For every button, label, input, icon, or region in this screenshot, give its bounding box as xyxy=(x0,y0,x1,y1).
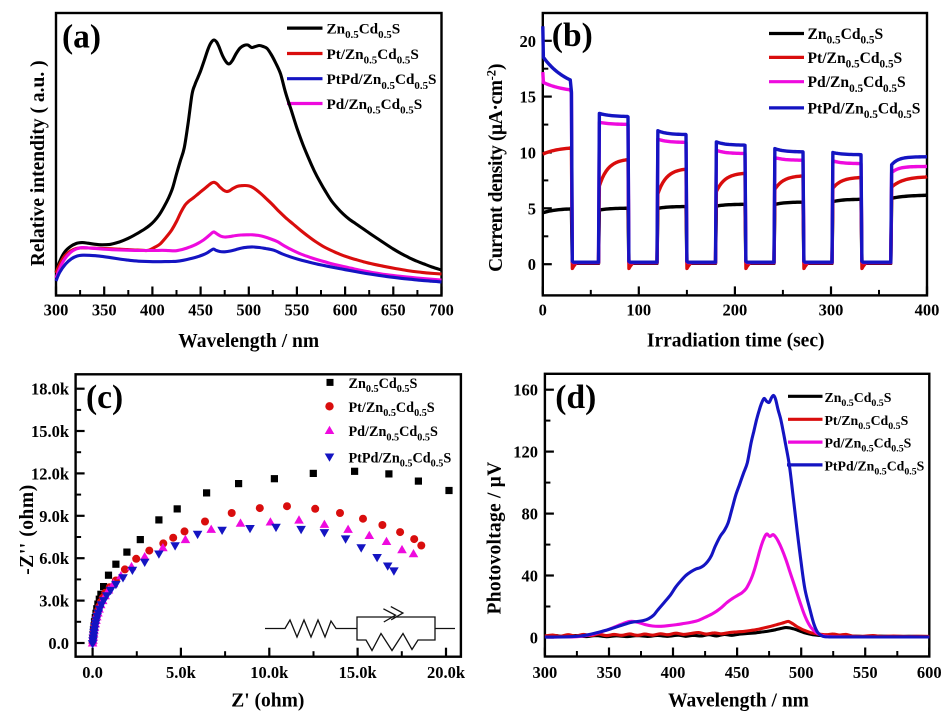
svg-text:PtPd/Zn0.5Cd0.5S: PtPd/Zn0.5Cd0.5S xyxy=(349,450,452,469)
svg-text:500: 500 xyxy=(236,301,261,320)
svg-text:5.0k: 5.0k xyxy=(166,663,197,682)
svg-text:120: 120 xyxy=(513,443,538,462)
svg-text:Photovoltage / μV: Photovoltage / μV xyxy=(485,462,506,615)
svg-text:0: 0 xyxy=(530,629,538,648)
svg-text:-Z'' (ohm): -Z'' (ohm) xyxy=(17,484,38,575)
svg-text:(c): (c) xyxy=(86,379,123,416)
svg-text:Wavelength / nm: Wavelength / nm xyxy=(668,691,809,712)
svg-text:Pd/Zn0.5Cd0.5S: Pd/Zn0.5Cd0.5S xyxy=(825,436,912,455)
svg-text:Pd/Zn0.5Cd0.5S: Pd/Zn0.5Cd0.5S xyxy=(349,424,438,443)
svg-text:(d): (d) xyxy=(555,379,596,416)
svg-text:300: 300 xyxy=(533,663,558,682)
svg-text:(a): (a) xyxy=(62,19,101,56)
svg-text:600: 600 xyxy=(333,301,358,320)
svg-text:Pt/Zn0.5Cd0.5S: Pt/Zn0.5Cd0.5S xyxy=(808,50,903,71)
svg-text:Z' (ohm): Z' (ohm) xyxy=(231,691,304,712)
svg-text:Relative intendity ( a.u. ): Relative intendity ( a.u. ) xyxy=(28,60,49,266)
svg-text:500: 500 xyxy=(789,663,814,682)
svg-text:350: 350 xyxy=(92,301,117,320)
svg-text:Current density (μA·cm-2): Current density (μA·cm-2) xyxy=(485,64,508,272)
svg-text:18.0k: 18.0k xyxy=(31,380,70,399)
svg-text:9.0k: 9.0k xyxy=(39,507,70,526)
svg-text:Pt/Zn0.5Cd0.5S: Pt/Zn0.5Cd0.5S xyxy=(327,46,419,67)
svg-text:700: 700 xyxy=(429,301,454,320)
svg-text:0: 0 xyxy=(528,255,536,274)
svg-text:15: 15 xyxy=(520,88,537,107)
svg-text:Pd/Zn0.5Cd0.5S: Pd/Zn0.5Cd0.5S xyxy=(327,96,423,117)
svg-text:6.0k: 6.0k xyxy=(39,549,70,568)
svg-text:300: 300 xyxy=(44,301,69,320)
svg-text:Wavelength / nm: Wavelength / nm xyxy=(178,331,319,352)
svg-text:200: 200 xyxy=(723,301,748,320)
svg-text:160: 160 xyxy=(513,381,538,400)
svg-text:12.0k: 12.0k xyxy=(31,464,70,483)
svg-text:400: 400 xyxy=(915,301,940,320)
svg-text:40: 40 xyxy=(522,567,539,586)
svg-text:Pt/Zn0.5Cd0.5S: Pt/Zn0.5Cd0.5S xyxy=(349,400,435,419)
svg-text:20: 20 xyxy=(520,32,537,51)
svg-text:0: 0 xyxy=(539,301,547,320)
svg-text:450: 450 xyxy=(188,301,213,320)
svg-text:400: 400 xyxy=(140,301,165,320)
svg-text:450: 450 xyxy=(725,663,750,682)
svg-text:300: 300 xyxy=(819,301,844,320)
svg-text:15.0k: 15.0k xyxy=(339,663,378,682)
svg-text:10.0k: 10.0k xyxy=(250,663,289,682)
svg-text:(b): (b) xyxy=(552,17,593,54)
svg-text:5: 5 xyxy=(528,199,536,218)
svg-text:Pd/Zn0.5Cd0.5S: Pd/Zn0.5Cd0.5S xyxy=(808,74,907,95)
svg-text:650: 650 xyxy=(381,301,406,320)
svg-text:3.0k: 3.0k xyxy=(39,592,70,611)
svg-text:PtPd/Zn0.5Cd0.5S: PtPd/Zn0.5Cd0.5S xyxy=(808,100,921,121)
svg-text:15.0k: 15.0k xyxy=(31,422,70,441)
svg-text:350: 350 xyxy=(597,663,622,682)
svg-text:PtPd/Zn0.5Cd0.5S: PtPd/Zn0.5Cd0.5S xyxy=(327,71,437,92)
svg-text:Pt/Zn0.5Cd0.5S: Pt/Zn0.5Cd0.5S xyxy=(825,413,909,432)
svg-text:0.0: 0.0 xyxy=(82,663,103,682)
svg-text:PtPd/Zn0.5Cd0.5S: PtPd/Zn0.5Cd0.5S xyxy=(825,458,925,477)
svg-text:400: 400 xyxy=(661,663,686,682)
svg-text:10: 10 xyxy=(520,144,537,163)
svg-text:100: 100 xyxy=(626,301,651,320)
svg-text:550: 550 xyxy=(285,301,310,320)
svg-text:0.0: 0.0 xyxy=(48,634,69,653)
svg-text:600: 600 xyxy=(917,663,942,682)
svg-text:550: 550 xyxy=(853,663,878,682)
svg-text:Irradiation time (sec): Irradiation time (sec) xyxy=(647,331,825,352)
svg-text:20.0k: 20.0k xyxy=(427,663,466,682)
svg-text:80: 80 xyxy=(522,505,539,524)
